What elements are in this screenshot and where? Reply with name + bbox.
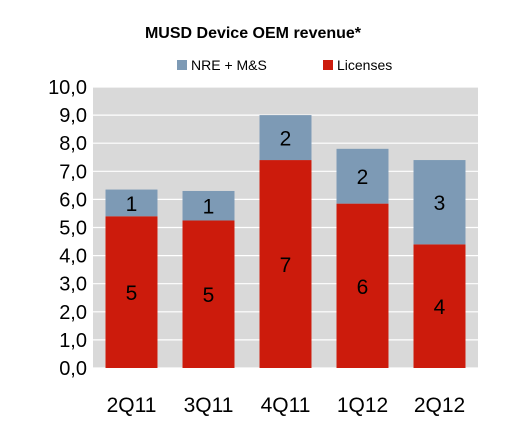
y-axis-ticks: 0,0 1,0 2,0 3,0 4,0 5,0 6,0 7,0 8,0 9,0 10,0	[48, 77, 87, 380]
x-tick-label: 4Q11	[261, 394, 311, 417]
chart-title: MUSD Device OEM revenue*	[145, 25, 362, 42]
bars: 5 1 5 1 7 2 6 2 4 3	[105, 115, 466, 368]
data-label: 7	[280, 254, 292, 277]
y-tick-label: 2,0	[59, 302, 87, 324]
y-tick-label: 0,0	[59, 358, 87, 380]
bar-nre-4Q11	[259, 115, 312, 161]
data-label: 5	[203, 284, 215, 307]
data-label: 5	[126, 282, 138, 305]
bar-nre-3Q11	[182, 190, 235, 221]
data-label: 6	[357, 276, 369, 299]
legend: NRE + M&S Licenses	[177, 57, 392, 73]
bar-licenses-2Q11	[105, 216, 158, 368]
bar-nre-2Q11	[105, 189, 158, 217]
x-axis-labels: 2Q11 3Q11 4Q11 1Q12 2Q12	[107, 394, 466, 417]
y-tick-label: 4,0	[59, 246, 87, 268]
x-tick-label: 2Q12	[414, 394, 465, 417]
y-tick-label: 3,0	[59, 274, 87, 296]
data-label: 1	[203, 196, 215, 219]
y-tick-label: 7,0	[59, 161, 87, 183]
bar-licenses-4Q11	[259, 160, 312, 368]
bar-nre-2Q12	[413, 160, 466, 245]
data-label: 2	[357, 166, 369, 189]
data-label: 1	[126, 193, 138, 216]
y-tick-label: 9,0	[59, 105, 87, 127]
y-tick-label: 5,0	[59, 218, 87, 240]
y-tick-label: 1,0	[59, 330, 87, 352]
bar-licenses-1Q12	[336, 203, 389, 368]
data-label: 4	[434, 296, 446, 319]
y-tick-label: 10,0	[48, 77, 87, 99]
bar-nre-1Q12	[336, 148, 389, 204]
bar-licenses-2Q12	[413, 244, 466, 368]
x-tick-label: 3Q11	[184, 394, 234, 417]
legend-label-nre: NRE + M&S	[191, 57, 267, 73]
legend-swatch-licenses	[323, 60, 333, 70]
legend-label-licenses: Licenses	[337, 57, 392, 73]
y-tick-label: 6,0	[59, 189, 87, 211]
legend-swatch-nre	[177, 60, 187, 70]
x-tick-label: 2Q11	[107, 394, 157, 417]
data-label: 2	[280, 128, 292, 151]
data-label: 3	[434, 192, 446, 215]
x-tick-label: 1Q12	[337, 394, 388, 417]
bar-licenses-3Q11	[182, 220, 235, 368]
y-tick-label: 8,0	[59, 133, 87, 155]
